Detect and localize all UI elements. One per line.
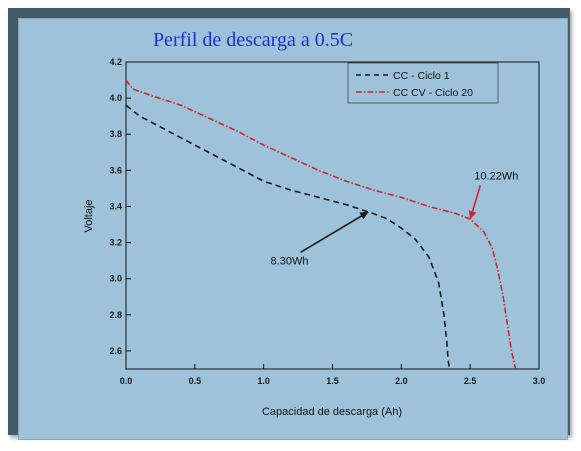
chart-title: Perfil de descarga a 0.5C <box>153 29 353 51</box>
legend-label-2: CC CV - Ciclo 20 <box>393 87 473 99</box>
x-tick-label: 1.0 <box>257 376 270 386</box>
y-tick-label: 2.8 <box>109 310 122 320</box>
x-tick-label: 0.0 <box>120 376 133 386</box>
y-tick-label: 3.4 <box>109 201 122 211</box>
y-tick-label: 2.6 <box>109 346 122 356</box>
annotation-label-1: 8.30Wh <box>271 255 309 267</box>
x-tick-label: 2.5 <box>464 376 477 386</box>
legend-box <box>347 62 499 104</box>
x-axis-label: Capacidad de descarga (Ah) <box>262 406 402 418</box>
annotations: 8.30Wh 10.22Wh <box>271 170 519 267</box>
y-tick-label: 3.8 <box>109 129 122 139</box>
y-tick-label: 4.0 <box>109 93 122 103</box>
x-tick-label: 3.0 <box>533 376 546 386</box>
annotation-label-2: 10.22Wh <box>474 170 518 182</box>
legend: CC - Ciclo 1 CC CV - Ciclo 20 <box>347 62 499 104</box>
annotation-arrow-1 <box>300 211 369 253</box>
x-tick-label: 0.5 <box>189 376 202 386</box>
y-axis-ticks: 2.6 2.8 3.0 3.2 3.4 3.6 3.8 4.0 4.2 <box>109 57 131 356</box>
y-tick-label: 3.2 <box>109 238 122 248</box>
x-tick-label: 1.5 <box>326 376 339 386</box>
series-lines <box>125 79 517 370</box>
x-axis-ticks: 0.0 0.5 1.0 1.5 2.0 2.5 3.0 <box>120 364 546 386</box>
series-line-1 <box>125 104 451 370</box>
legend-label-1: CC - Ciclo 1 <box>393 70 450 82</box>
y-tick-label: 4.2 <box>109 57 122 67</box>
y-axis-label: Voltaje <box>83 199 95 232</box>
series-line-2 <box>125 79 517 370</box>
annotation-arrowhead-2 <box>468 210 477 220</box>
y-tick-label: 3.6 <box>109 165 122 175</box>
x-tick-label: 2.0 <box>395 376 408 386</box>
y-tick-label: 3.0 <box>109 274 122 284</box>
annotation-arrowhead-1 <box>359 211 369 220</box>
